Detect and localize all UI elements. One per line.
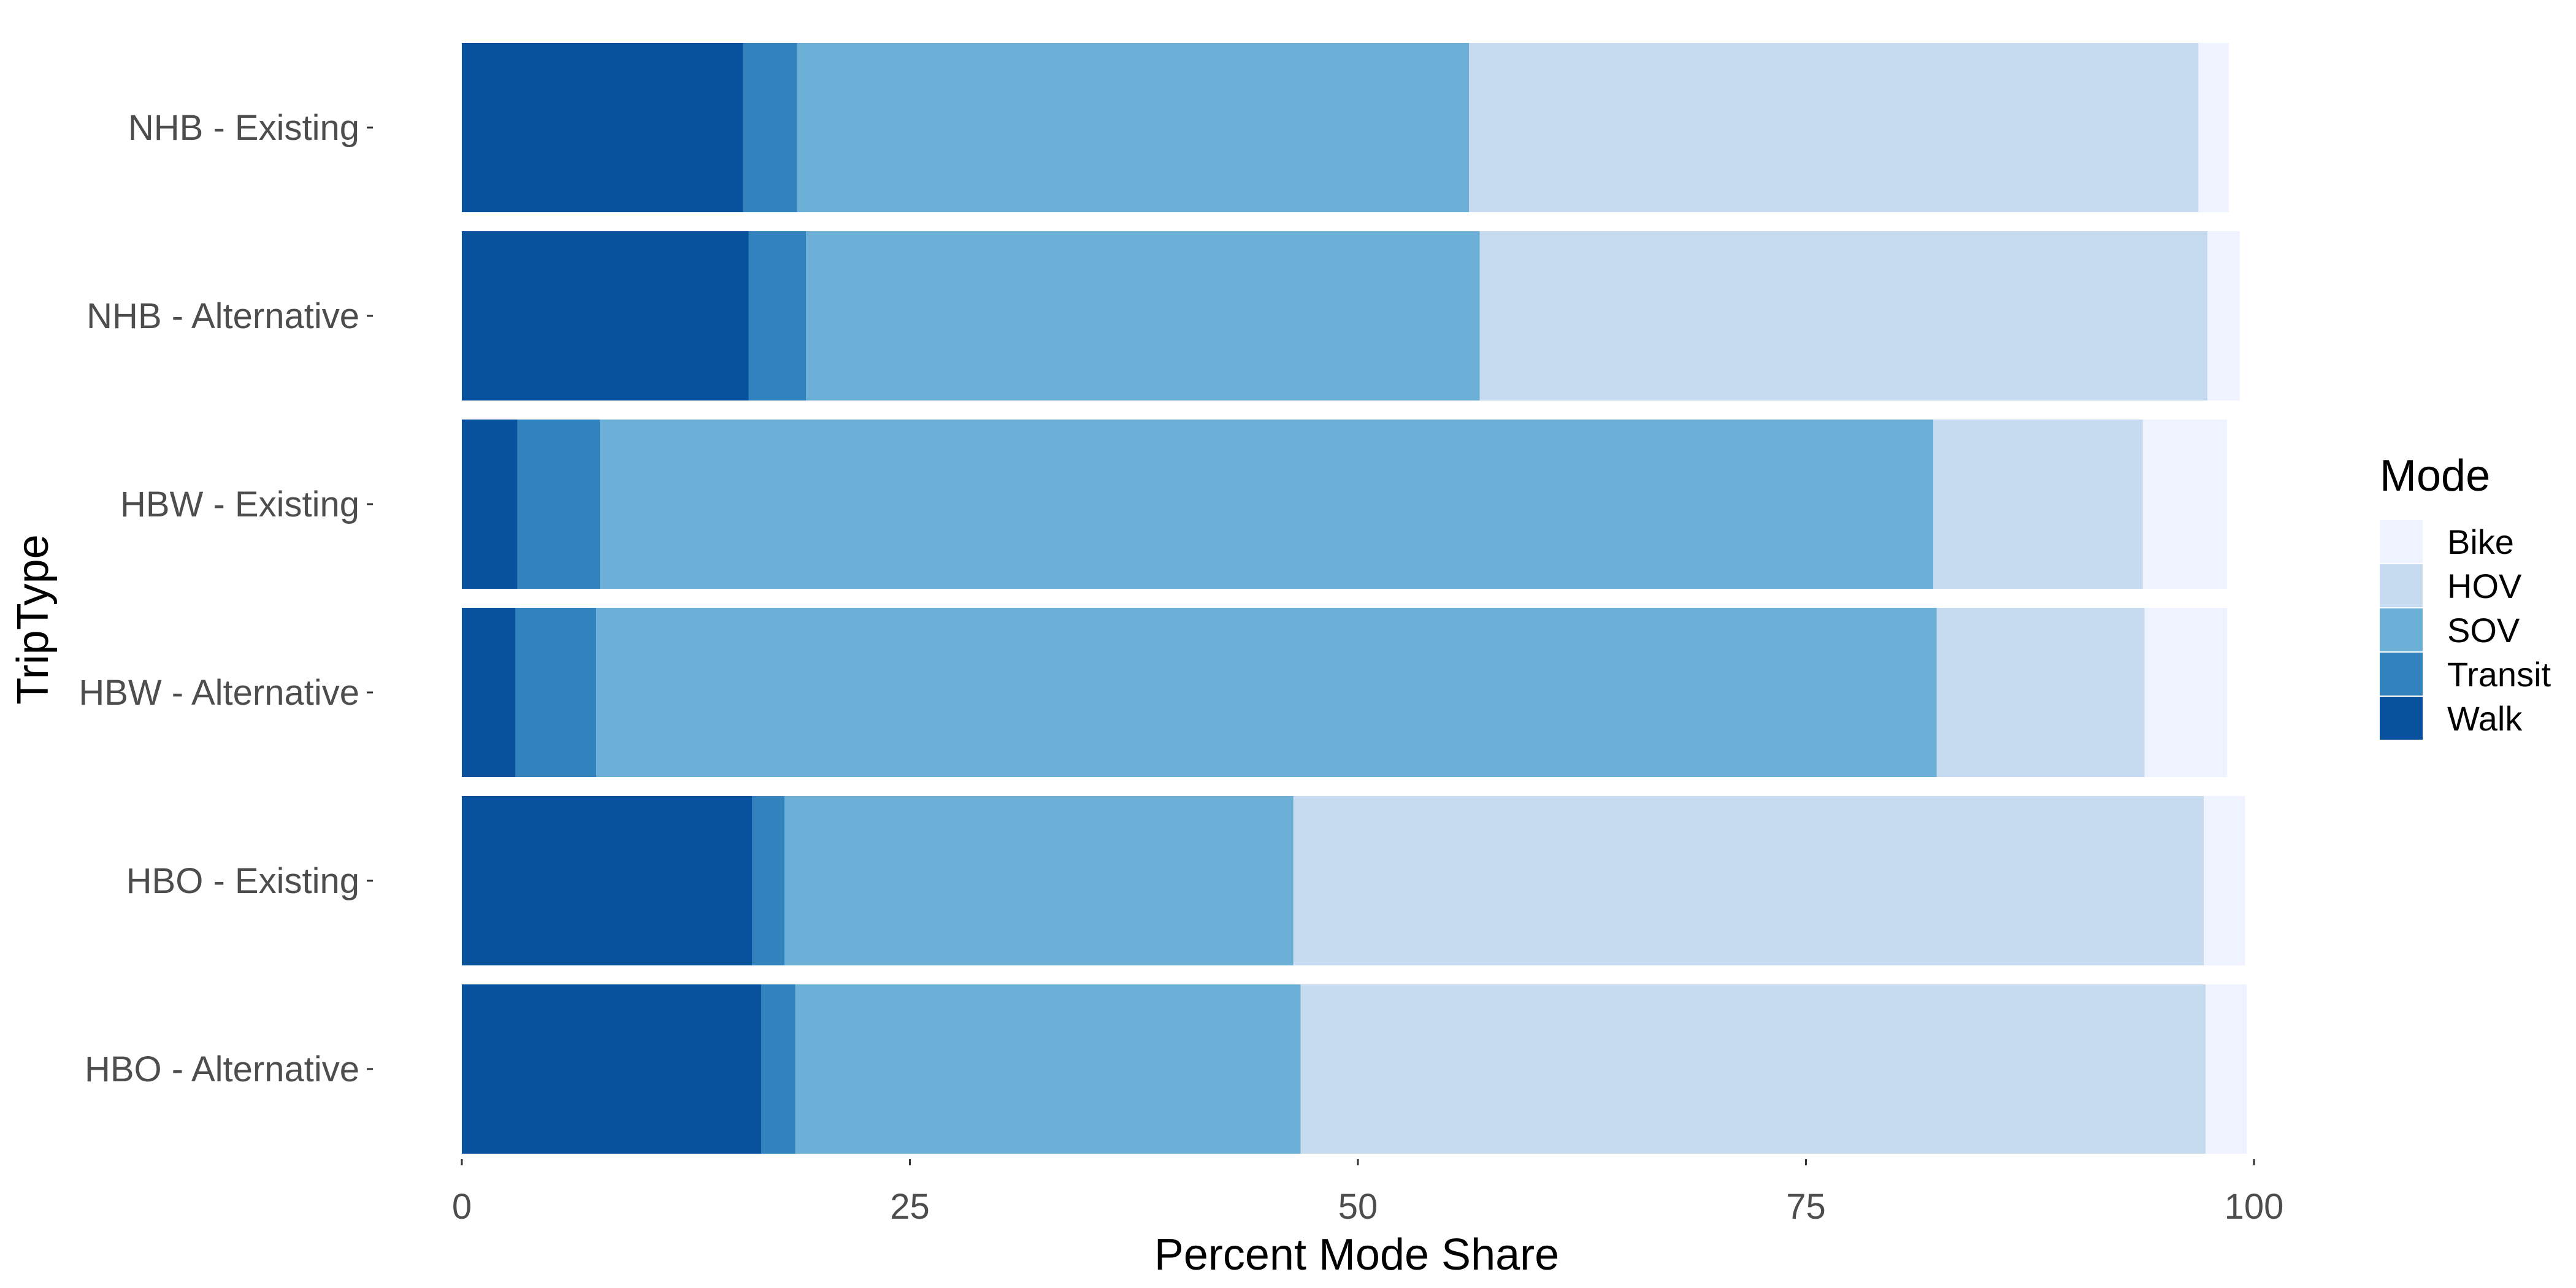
y-tick-label: HBW - Alternative <box>79 673 359 713</box>
x-tick-label: 100 <box>2225 1187 2284 1227</box>
bar-hbw-alternative-sov <box>596 608 1937 777</box>
bar-hbw-existing-bike <box>2142 420 2228 589</box>
y-tick-label: HBO - Existing <box>126 861 359 901</box>
bar-nhb-existing-hov <box>1469 43 2199 212</box>
x-tick-label: 50 <box>1338 1187 1378 1227</box>
y-tick-label: NHB - Alternative <box>86 296 359 336</box>
legend-swatch-hov <box>2380 564 2423 607</box>
y-tick-label: HBO - Alternative <box>85 1049 359 1089</box>
legend-title: Mode <box>2380 451 2490 500</box>
bar-hbw-existing-sov <box>600 420 1933 589</box>
bar-nhb-existing-bike <box>2198 43 2229 212</box>
legend-swatch-bike <box>2380 520 2423 563</box>
legend-label-bike: Bike <box>2447 523 2514 561</box>
bar-nhb-existing-transit <box>743 43 797 212</box>
bar-hbo-alternative-walk <box>462 984 761 1154</box>
legend-items: Bike HOV SOV Transit Walk <box>2380 520 2551 740</box>
legend-label-walk: Walk <box>2447 699 2523 738</box>
legend-swatch-transit <box>2380 653 2423 696</box>
bar-nhb-alternative-hov <box>1479 231 2207 401</box>
x-tick-label: 0 <box>452 1187 472 1227</box>
bar-hbo-alternative-sov <box>795 984 1301 1154</box>
bar-hbo-existing-walk <box>462 796 753 965</box>
y-tick-label: NHB - Existing <box>128 108 359 148</box>
bar-nhb-alternative-walk <box>462 231 749 401</box>
bar-hbo-existing-hov <box>1293 796 2204 965</box>
bar-nhb-alternative-sov <box>806 231 1480 401</box>
bar-hbw-alternative-walk <box>462 608 516 777</box>
bar-hbw-alternative-transit <box>515 608 597 777</box>
bar-hbw-existing-walk <box>462 420 518 589</box>
x-axis-title: Percent Mode Share <box>1154 1230 1559 1279</box>
legend-label-sov: SOV <box>2447 611 2520 650</box>
legend-swatch-walk <box>2380 697 2423 740</box>
bar-hbo-existing-sov <box>784 796 1294 965</box>
bar-hbw-existing-transit <box>517 420 600 589</box>
y-axis: NHB - Existing NHB - Alternative HBW - Exi… <box>79 108 373 1089</box>
bar-hbw-existing-hov <box>1933 420 2143 589</box>
bars-layer <box>462 43 2247 1154</box>
bar-hbo-alternative-bike <box>2206 984 2247 1154</box>
legend: Mode Bike HOV SOV Transit Walk <box>2380 451 2551 740</box>
legend-label-hov: HOV <box>2447 567 2522 605</box>
bar-hbw-alternative-bike <box>2144 608 2228 777</box>
x-tick-label: 25 <box>890 1187 930 1227</box>
bar-hbw-alternative-hov <box>1936 608 2145 777</box>
bar-hbo-existing-transit <box>752 796 784 965</box>
legend-label-transit: Transit <box>2447 655 2551 694</box>
x-axis: 0 25 50 75 100 <box>452 1159 2284 1227</box>
bar-nhb-alternative-transit <box>748 231 806 401</box>
legend-swatch-sov <box>2380 608 2423 651</box>
x-tick-label: 75 <box>1786 1187 1826 1227</box>
bar-hbo-alternative-transit <box>761 984 795 1154</box>
y-axis-title: TripType <box>9 534 58 704</box>
bar-hbo-alternative-hov <box>1300 984 2206 1154</box>
bar-nhb-existing-sov <box>797 43 1470 212</box>
bar-hbo-existing-bike <box>2204 796 2245 965</box>
bar-nhb-existing-walk <box>462 43 743 212</box>
bar-nhb-alternative-bike <box>2207 231 2240 401</box>
y-tick-label: HBW - Existing <box>120 485 359 524</box>
